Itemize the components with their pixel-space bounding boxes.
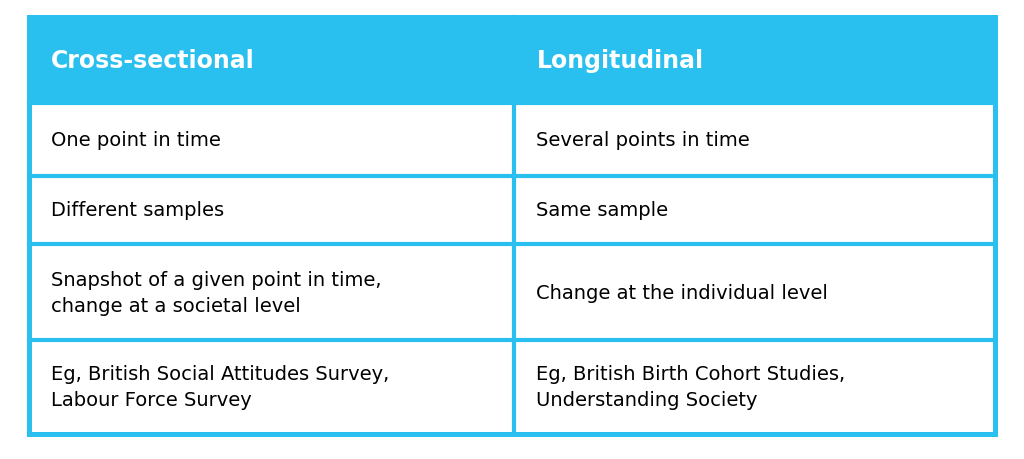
Text: Eg, British Birth Cohort Studies,
Understanding Society: Eg, British Birth Cohort Studies, Unders… [537,365,846,409]
Text: Cross-sectional: Cross-sectional [51,49,255,73]
Bar [514,245,995,340]
Text: Several points in time: Several points in time [537,130,751,149]
Text: One point in time: One point in time [51,130,221,149]
Text: Snapshot of a given point in time,
change at a societal level: Snapshot of a given point in time, chang… [51,270,382,315]
Text: Same sample: Same sample [537,201,669,220]
Text: Longitudinal: Longitudinal [537,49,703,73]
Text: Eg, British Social Attitudes Survey,
Labour Force Survey: Eg, British Social Attitudes Survey, Lab… [51,365,389,409]
Bar [29,18,514,104]
Bar [29,104,514,176]
Bar [514,104,995,176]
Bar [514,18,995,104]
Bar [514,340,995,434]
Bar [514,176,995,245]
Bar [29,340,514,434]
Text: Different samples: Different samples [51,201,224,220]
Bar [29,176,514,245]
Text: Change at the individual level: Change at the individual level [537,283,828,302]
Bar [29,245,514,340]
